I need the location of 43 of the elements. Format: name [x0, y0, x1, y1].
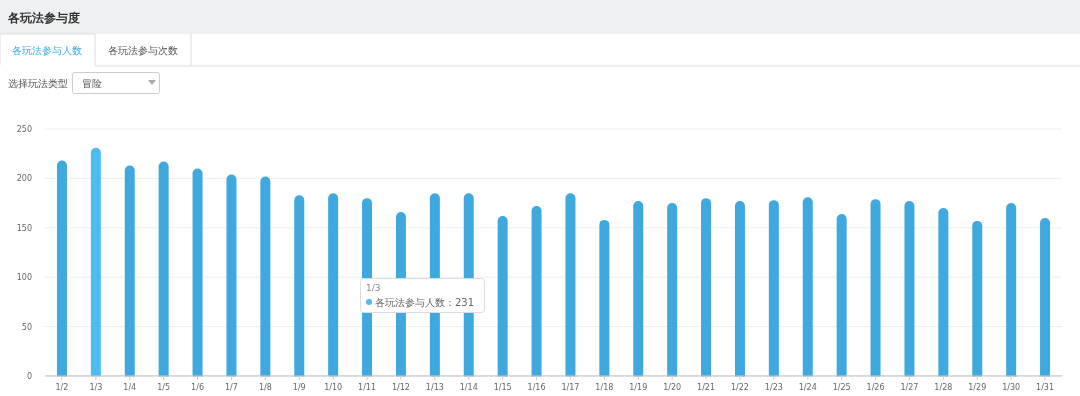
x-tick-label: 1/5	[157, 383, 171, 392]
text: 各玩法参与人数	[12, 45, 82, 56]
x-tick-label: 1/4	[123, 383, 137, 392]
x-tick-label: 1/3	[89, 383, 103, 392]
x-tick-label: 1/17	[561, 383, 580, 392]
x-tick-label: 1/2	[55, 383, 69, 392]
x-tick-label: 1/15	[493, 383, 512, 392]
annotation: 1/3	[366, 283, 381, 293]
chart-title: 各玩法参与度	[7, 11, 80, 25]
x-tick-label: 1/10	[324, 383, 343, 392]
x-tick-label: 1/21	[697, 383, 716, 392]
x-tick-label: 1/16	[527, 383, 546, 392]
y-tick-label: 0	[26, 372, 32, 381]
x-tick-label: 1/20	[663, 383, 682, 392]
x-tick-label: 1/28	[934, 383, 953, 392]
text: 各玩法参与次数	[108, 45, 178, 56]
x-tick-label: 1/27	[900, 383, 919, 392]
text: 选择玩法类型	[8, 78, 68, 89]
x-tick-label: 1/7	[225, 383, 238, 392]
x-tick-label: 1/8	[258, 383, 272, 392]
x-tick-label: 1/19	[629, 383, 648, 392]
x-tick-label: 1/25	[832, 383, 851, 392]
y-tick-label: 200	[16, 174, 32, 184]
x-tick-label: 1/11	[358, 383, 377, 392]
x-tick-label: 1/13	[425, 383, 444, 392]
x-tick-label: 1/18	[595, 383, 614, 392]
y-tick-label: 50	[21, 322, 32, 332]
annotation: 各玩法参与人数：231	[375, 297, 475, 308]
y-tick-label: 100	[16, 273, 32, 283]
x-tick-label: 1/31	[1036, 383, 1055, 392]
y-tick-label: 250	[16, 125, 32, 134]
x-tick-label: 1/23	[764, 383, 783, 392]
x-tick-label: 1/29	[968, 383, 987, 392]
x-tick-label: 1/24	[798, 383, 817, 392]
x-tick-label: 1/26	[866, 383, 885, 392]
x-tick-label: 1/12	[391, 383, 410, 392]
x-tick-label: 1/22	[730, 383, 749, 392]
x-tick-label: 1/30	[1002, 383, 1021, 392]
y-tick-label: 150	[16, 223, 32, 233]
text: 冒险	[82, 78, 102, 89]
x-tick-label: 1/14	[459, 383, 478, 392]
x-tick-label: 1/9	[292, 383, 306, 392]
x-tick-label: 1/6	[191, 383, 204, 392]
